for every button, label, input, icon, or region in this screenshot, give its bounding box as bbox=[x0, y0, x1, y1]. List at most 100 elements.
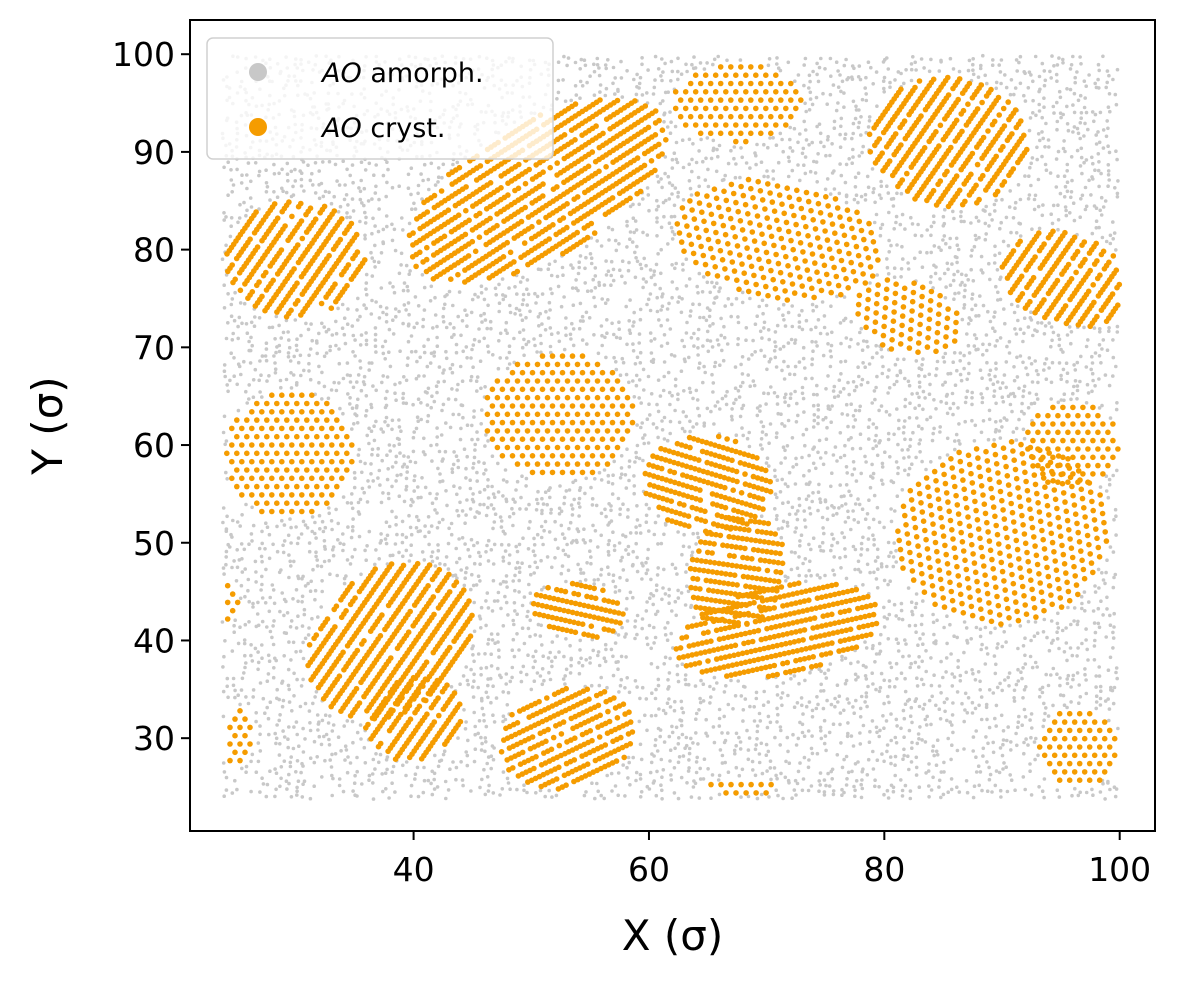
amorph-particle bbox=[937, 69, 942, 73]
amorph-particle bbox=[327, 558, 332, 563]
amorph-particle bbox=[840, 793, 844, 797]
amorph-particle bbox=[525, 287, 529, 292]
amorph-particle bbox=[951, 701, 955, 705]
amorph-particle bbox=[645, 784, 650, 789]
amorph-particle bbox=[810, 339, 814, 344]
amorph-particle bbox=[513, 285, 517, 289]
amorph-particle bbox=[729, 414, 734, 419]
amorph-particle bbox=[670, 263, 674, 267]
amorph-particle bbox=[942, 700, 947, 705]
amorph-particle bbox=[816, 702, 820, 707]
amorph-particle bbox=[920, 738, 924, 742]
amorph-particle bbox=[775, 402, 780, 406]
amorph-particle bbox=[720, 731, 724, 735]
amorph-particle bbox=[825, 698, 829, 703]
amorph-particle bbox=[350, 719, 355, 724]
amorph-particle bbox=[979, 254, 984, 259]
amorph-particle bbox=[675, 672, 680, 677]
amorph-particle bbox=[767, 337, 771, 342]
amorph-particle bbox=[606, 269, 611, 274]
amorph-particle bbox=[450, 362, 455, 367]
amorph-particle bbox=[277, 323, 281, 328]
amorph-particle bbox=[500, 787, 505, 791]
amorph-particle bbox=[921, 707, 925, 711]
amorph-particle bbox=[465, 678, 470, 683]
amorph-particle bbox=[438, 562, 442, 566]
amorph-particle bbox=[686, 682, 691, 687]
amorph-particle bbox=[1004, 385, 1008, 390]
amorph-particle bbox=[951, 278, 956, 283]
amorph-particle bbox=[836, 69, 840, 73]
amorph-particle bbox=[668, 327, 673, 331]
amorph-particle bbox=[792, 126, 797, 131]
amorph-particle bbox=[498, 356, 503, 360]
amorph-particle bbox=[638, 361, 643, 365]
amorph-particle bbox=[470, 685, 475, 689]
amorph-particle bbox=[863, 198, 868, 202]
amorph-particle bbox=[691, 531, 695, 536]
amorph-particle bbox=[767, 57, 772, 61]
amorph-particle bbox=[769, 777, 773, 782]
amorph-particle bbox=[682, 357, 687, 362]
amorph-particle bbox=[832, 187, 837, 191]
amorph-particle bbox=[702, 364, 706, 369]
amorph-particle bbox=[970, 297, 974, 301]
amorph-particle bbox=[978, 688, 982, 692]
amorph-particle bbox=[788, 396, 793, 401]
amorph-particle bbox=[343, 758, 347, 762]
amorph-particle bbox=[950, 391, 955, 396]
amorph-particle bbox=[459, 760, 463, 764]
amorph-particle bbox=[328, 572, 332, 576]
amorph-particle bbox=[300, 594, 305, 599]
amorph-particle bbox=[499, 525, 504, 529]
amorph-particle bbox=[923, 740, 928, 744]
amorph-particle bbox=[653, 54, 658, 59]
amorph-particle bbox=[704, 156, 708, 161]
amorph-particle bbox=[726, 297, 731, 301]
amorph-particle bbox=[802, 63, 806, 67]
amorph-particle bbox=[407, 513, 411, 518]
amorph-particle bbox=[923, 717, 928, 722]
amorph-particle bbox=[807, 700, 812, 704]
amorph-particle bbox=[633, 362, 638, 366]
amorph-particle bbox=[271, 675, 276, 680]
amorph-particle bbox=[949, 652, 953, 656]
amorph-particle bbox=[626, 755, 631, 760]
amorph-particle bbox=[643, 433, 647, 437]
amorph-particle bbox=[537, 324, 541, 328]
amorph-particle bbox=[877, 785, 881, 789]
amorph-particle bbox=[387, 796, 391, 800]
amorph-particle bbox=[1016, 646, 1020, 651]
amorph-particle bbox=[373, 326, 378, 330]
amorph-particle bbox=[944, 670, 948, 674]
amorph-particle bbox=[412, 201, 416, 206]
amorph-particle bbox=[264, 181, 269, 185]
amorph-particle bbox=[661, 388, 666, 393]
amorph-particle bbox=[454, 350, 459, 355]
amorph-particle bbox=[662, 374, 666, 379]
amorph-particle bbox=[972, 344, 977, 348]
amorph-particle bbox=[706, 349, 711, 354]
amorph-particle bbox=[689, 336, 694, 340]
amorph-particle bbox=[515, 560, 520, 565]
amorph-particle bbox=[395, 473, 400, 478]
amorph-particle bbox=[637, 396, 641, 400]
amorph-particle bbox=[886, 391, 890, 395]
amorph-particle bbox=[806, 788, 811, 793]
amorph-particle bbox=[847, 701, 851, 705]
amorph-particle bbox=[327, 511, 332, 516]
amorph-particle bbox=[681, 544, 686, 549]
amorph-particle bbox=[242, 547, 247, 552]
amorph-particle bbox=[377, 260, 381, 265]
amorph-particle bbox=[265, 782, 270, 787]
amorph-particle bbox=[781, 519, 786, 524]
amorph-particle bbox=[907, 466, 912, 471]
amorph-particle bbox=[656, 409, 661, 414]
amorph-particle bbox=[641, 230, 645, 235]
amorph-particle bbox=[224, 775, 229, 780]
amorph-particle bbox=[387, 350, 391, 355]
amorph-particle bbox=[814, 325, 818, 330]
amorph-particle bbox=[906, 267, 911, 271]
amorph-particle bbox=[698, 700, 703, 705]
amorph-particle bbox=[414, 376, 419, 381]
